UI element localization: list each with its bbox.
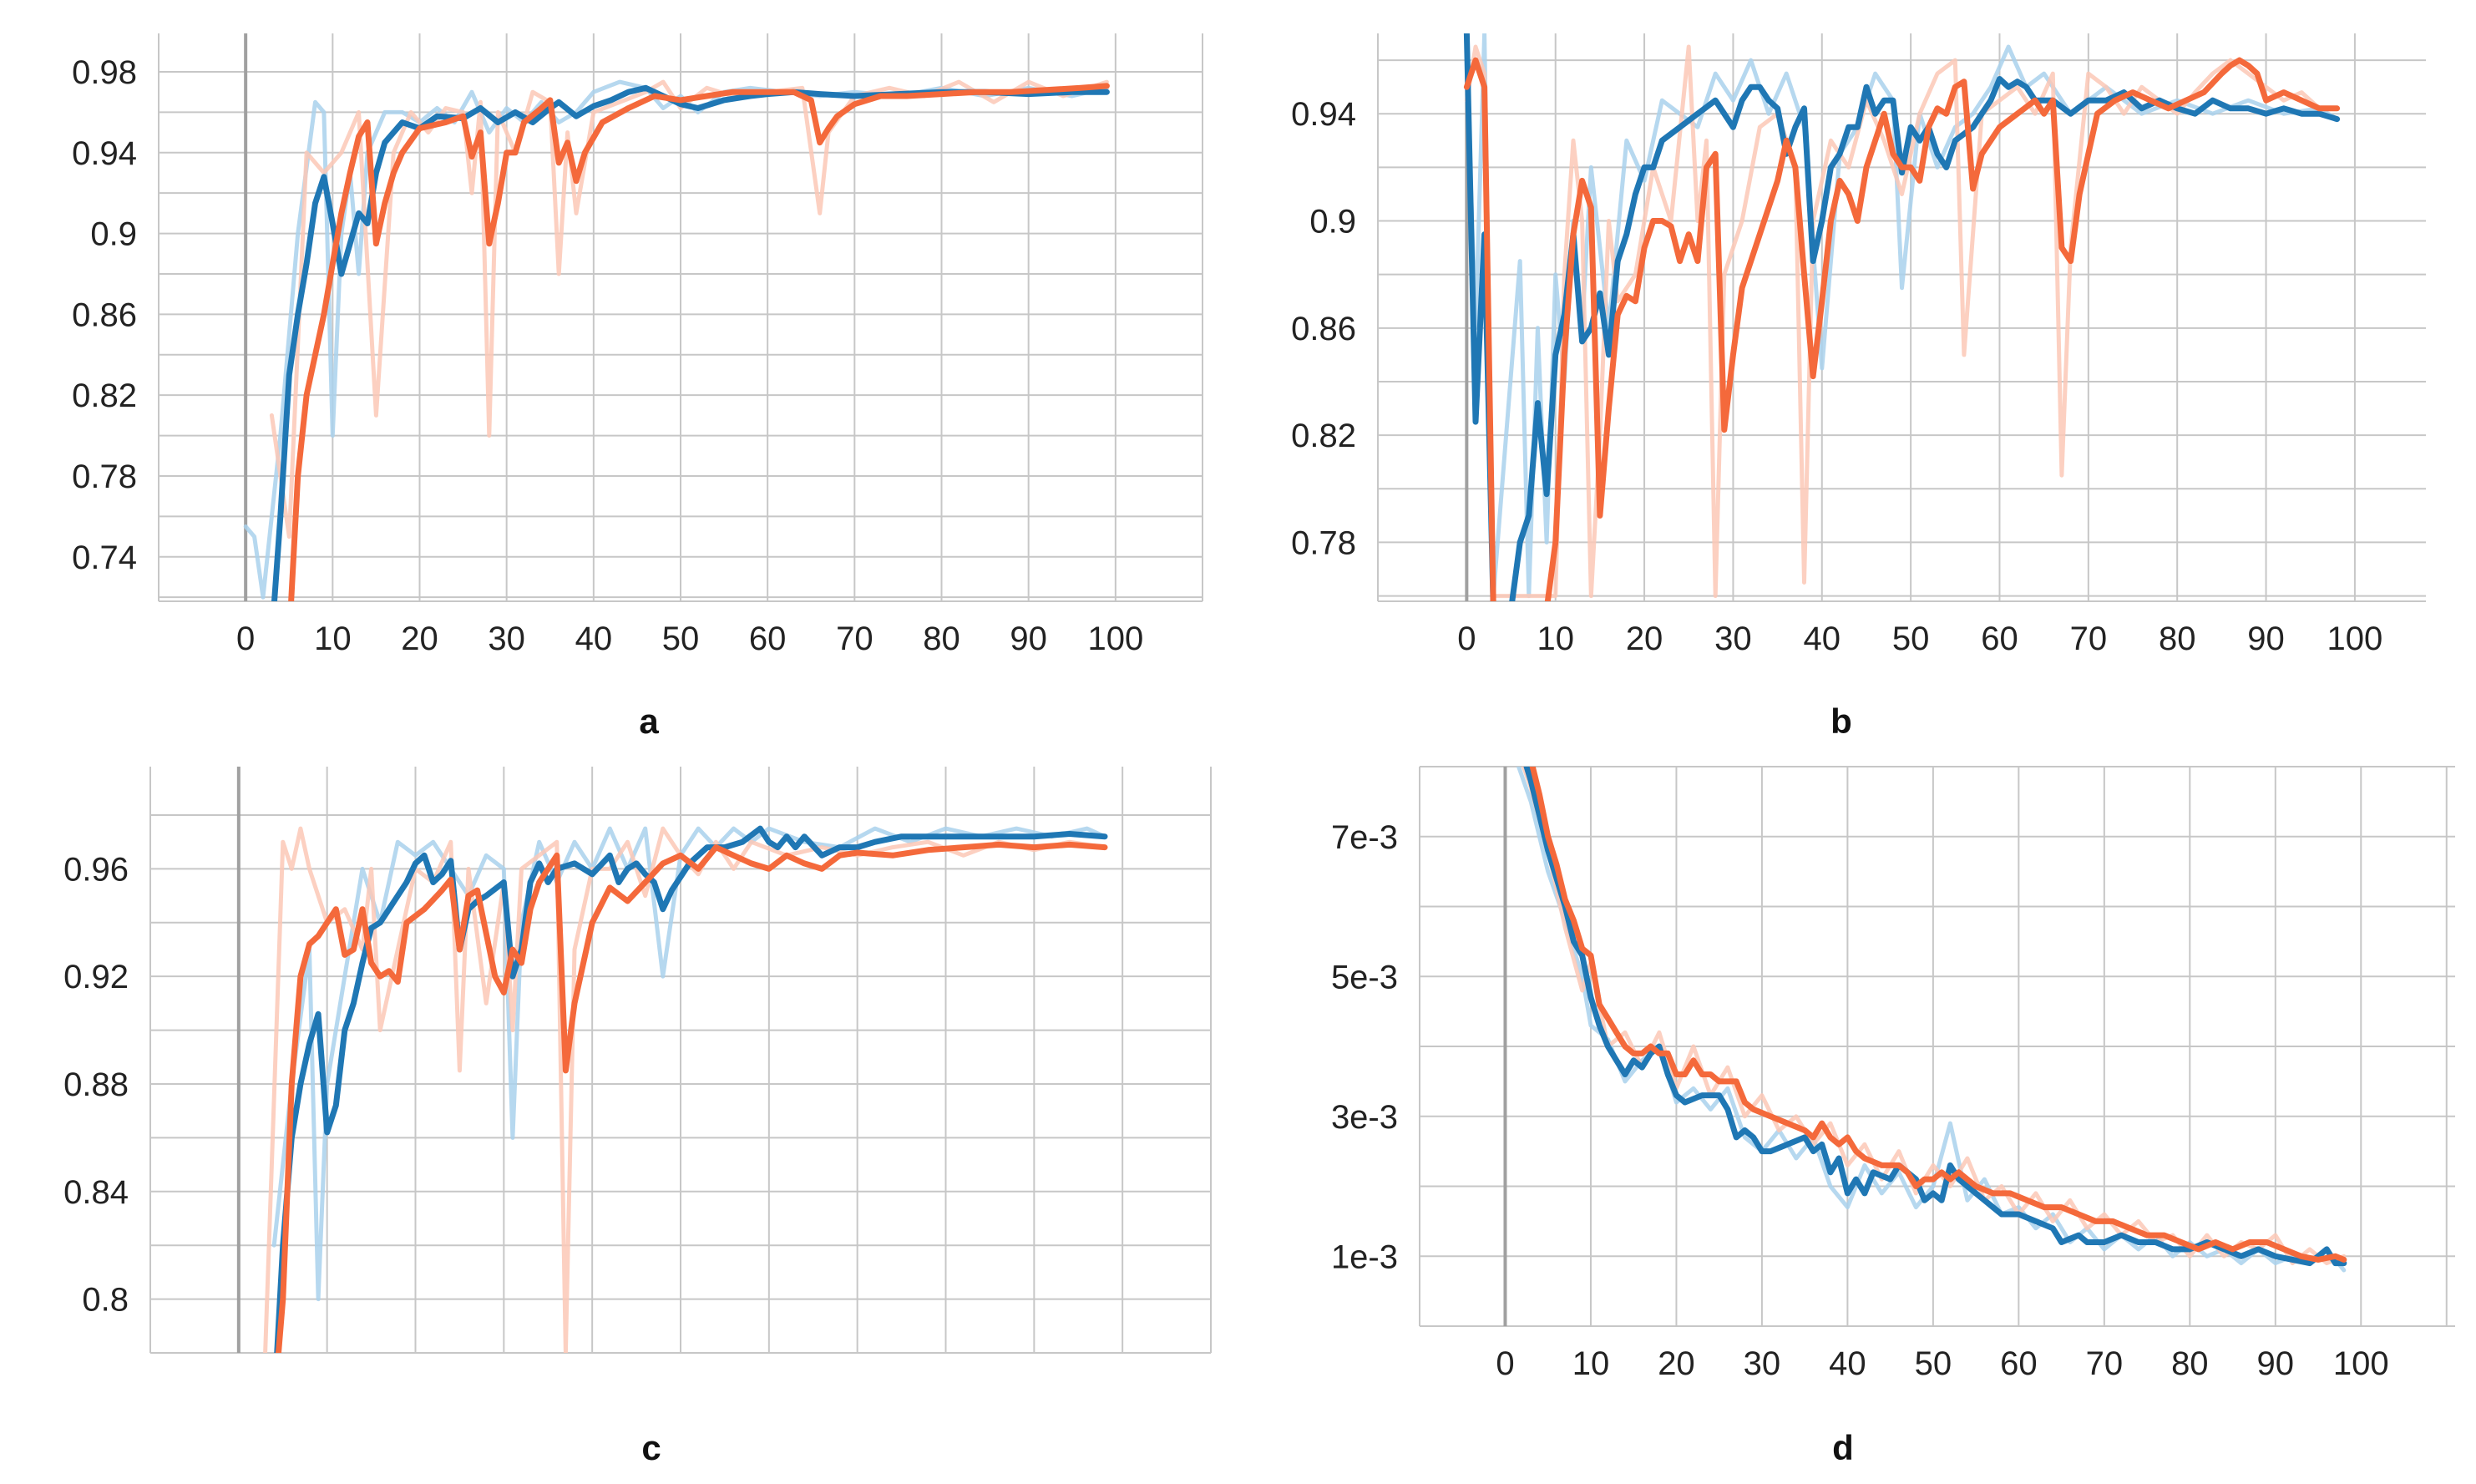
y-tick-label: 3e-3 bbox=[1331, 1099, 1398, 1136]
panel-label: c bbox=[641, 1428, 661, 1467]
y-tick-label: 0.78 bbox=[1291, 524, 1356, 561]
x-tick-label: 20 bbox=[401, 620, 438, 657]
panel-c: c 0.8 0.84 0.88 0.92 0.96 bbox=[63, 767, 1212, 1467]
y-tick-label: 7e-3 bbox=[1331, 819, 1398, 856]
x-tick-label: 100 bbox=[2327, 620, 2383, 657]
x-tick-label: 40 bbox=[1804, 620, 1841, 657]
x-tick-label: 100 bbox=[1087, 620, 1143, 657]
x-tick-label: 10 bbox=[314, 620, 352, 657]
x-tick-label: 80 bbox=[923, 620, 960, 657]
series-line-orange-smoothed bbox=[1463, 57, 2341, 601]
panel-b: b 0.78 0.82 0.86 0.9 0.94 0 10 20 30 40 50 60 70 80 90… bbox=[1291, 33, 2426, 741]
y-tick-label: 5e-3 bbox=[1331, 959, 1398, 995]
x-tick-label: 0 bbox=[1496, 1345, 1514, 1382]
series-line-orange-raw bbox=[1521, 767, 2347, 1266]
y-tick-label: 0.74 bbox=[72, 539, 137, 576]
series-line-orange-raw bbox=[269, 79, 1109, 539]
series-line-orange-smoothed bbox=[1529, 767, 2347, 1263]
x-tick-label: 60 bbox=[1981, 620, 2018, 657]
x-tick-label: 100 bbox=[2333, 1345, 2389, 1382]
x-tick-label: 60 bbox=[749, 620, 787, 657]
y-tick-label: 0.82 bbox=[1291, 418, 1356, 454]
y-tick-label: 0.84 bbox=[63, 1174, 129, 1211]
panel-label: b bbox=[1830, 701, 1852, 741]
x-tick-label: 90 bbox=[1010, 620, 1047, 657]
x-tick-label: 0 bbox=[1457, 620, 1476, 657]
x-tick-label: 70 bbox=[2086, 1345, 2124, 1382]
panel-a: a 0.74 0.78 0.82 0.86 0.9 0.94 0.98 0 10 20 30 40 50… bbox=[72, 33, 1203, 741]
y-tick-label: 0.94 bbox=[72, 135, 137, 172]
panel-label: a bbox=[639, 701, 659, 741]
x-tick-label: 40 bbox=[575, 620, 613, 657]
series-line-orange-smoothed bbox=[288, 83, 1110, 601]
x-tick-label: 30 bbox=[488, 620, 525, 657]
y-tick-label: 0.9 bbox=[90, 216, 137, 253]
y-tick-label: 0.94 bbox=[1291, 96, 1356, 133]
y-tick-label: 0.98 bbox=[72, 54, 137, 91]
x-tick-label: 30 bbox=[1744, 1345, 1781, 1382]
panel-d: d 1e-3 3e-3 5e-3 7e-3 0 10 20 30 40 50 60 70 80 90 100 bbox=[1331, 766, 2455, 1467]
y-tick-label: 0.96 bbox=[63, 851, 129, 888]
x-tick-label: 50 bbox=[1915, 1345, 1952, 1382]
series-line-blue-raw bbox=[1516, 767, 2347, 1273]
panel-label: d bbox=[1832, 1428, 1854, 1467]
x-tick-label: 90 bbox=[2257, 1345, 2295, 1382]
y-tick-label: 0.78 bbox=[72, 458, 137, 495]
x-tick-label: 30 bbox=[1714, 620, 1752, 657]
y-tick-label: 0.86 bbox=[1291, 311, 1356, 347]
series-line-blue-raw bbox=[243, 79, 1109, 600]
x-tick-label: 70 bbox=[836, 620, 873, 657]
x-tick-label: 10 bbox=[1572, 1345, 1610, 1382]
x-tick-label: 20 bbox=[1626, 620, 1663, 657]
x-tick-label: 70 bbox=[2070, 620, 2108, 657]
x-tick-label: 80 bbox=[2171, 1345, 2209, 1382]
series-line-blue-smoothed bbox=[1523, 767, 2347, 1267]
x-tick-label: 50 bbox=[662, 620, 700, 657]
x-tick-label: 60 bbox=[2000, 1345, 2038, 1382]
x-tick-label: 50 bbox=[1892, 620, 1930, 657]
x-tick-label: 40 bbox=[1829, 1345, 1866, 1382]
y-tick-label: 0.86 bbox=[72, 296, 137, 333]
series-line-blue-smoothed bbox=[274, 825, 1108, 1353]
y-tick-label: 0.8 bbox=[82, 1282, 129, 1319]
y-tick-label: 0.9 bbox=[1309, 204, 1356, 241]
x-tick-label: 10 bbox=[1537, 620, 1574, 657]
series-line-blue-smoothed bbox=[1463, 33, 2341, 601]
series-line-orange-smoothed bbox=[275, 841, 1108, 1353]
x-tick-label: 90 bbox=[2247, 620, 2285, 657]
x-tick-label: 20 bbox=[1658, 1345, 1695, 1382]
x-tick-label: 80 bbox=[2159, 620, 2196, 657]
y-tick-label: 1e-3 bbox=[1331, 1238, 1398, 1275]
y-tick-label: 0.88 bbox=[63, 1066, 129, 1103]
x-tick-label: 0 bbox=[236, 620, 255, 657]
y-tick-label: 0.82 bbox=[72, 377, 137, 414]
y-tick-label: 0.92 bbox=[63, 959, 129, 995]
